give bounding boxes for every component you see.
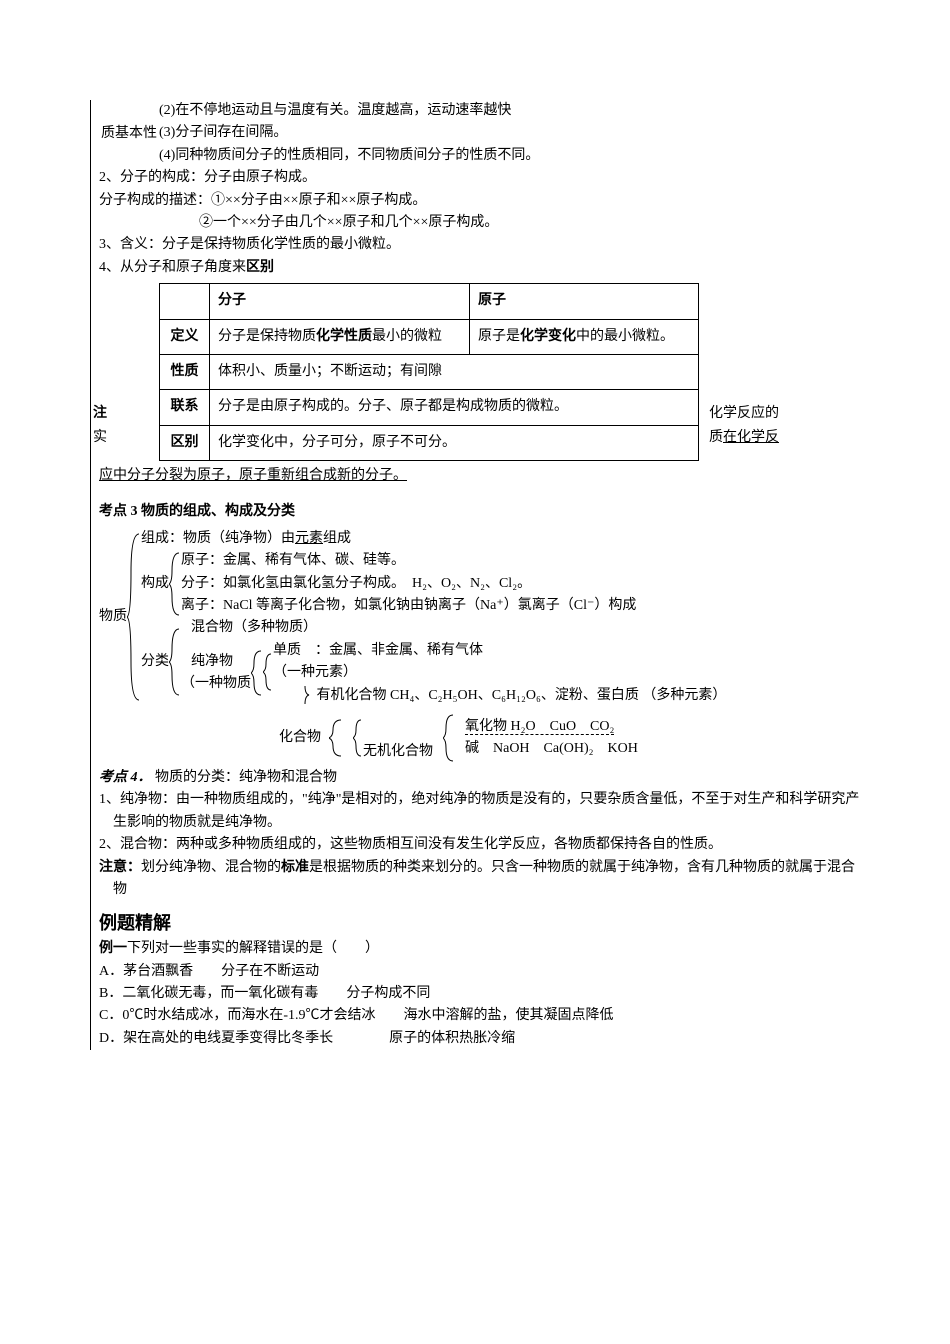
inorganic-branch: 无机化合物 氧化物 H₂O CuO CO₂ 碱 NaOH Ca(OH)₂ KOH [353, 713, 638, 763]
cell-def-molecule: 分子是保持物质化学性质最小的微粒 [210, 319, 470, 354]
row-label: 性质 [160, 354, 210, 389]
table-header-row: 分子 原子 [160, 284, 699, 319]
note-underline-2: 应中分子分裂为原子，原子重新组合成新的分子。 [99, 465, 860, 487]
table-side-notes: 注 实 化学反应的 质在化学反 [99, 403, 860, 465]
option-a: A．茅台酒飘香 分子在不断运动 [99, 961, 860, 983]
note-right-1: 化学反应的 [709, 403, 779, 425]
molecule-line: 分子：如氯化氢由氯化氢分子构成。 H₂、O₂、N₂、Cl₂。 [181, 573, 636, 595]
pure-items: 单质 ：金属、非金属、稀有气体 （一种元素） 有机化合物 CH₄、C₂H₅OH、… [263, 640, 726, 707]
oxide-line: 氧化物 H₂O CuO CO₂ [465, 716, 638, 738]
prop-4: (4)同种物质间分子的性质相同，不同物质间分子的性质不同。 [159, 145, 860, 167]
topic3-title: 考点 3 物质的组成、构成及分类 [99, 501, 860, 523]
pure-branch: 纯净物 （一种物质 单质 ：金属 [181, 640, 726, 707]
composition-line1: 2、分子的构成：分子由原子构成。 [99, 167, 860, 189]
distinguish-line: 4、从分子和原子角度来区别 [99, 257, 860, 279]
constitution-items: 原子：金属、稀有气体、碳、硅等。 分子：如氯化氢由氯化氢分子构成。 H₂、O₂、… [181, 550, 636, 617]
table-row: 定义 分子是保持物质化学性质最小的微粒 原子是化学变化中的最小微粒。 [160, 319, 699, 354]
element-branch: 单质 ：金属、非金属、稀有气体 （一种元素） [263, 640, 726, 685]
option-b: B．二氧化碳无毒，而一氧化碳有毒 分子构成不同 [99, 983, 860, 1005]
compound-label: 化合物 [279, 727, 321, 749]
brace-icon [353, 718, 363, 758]
topic4-title-line: 考点 4． 物质的分类：纯净物和混合物 [99, 767, 860, 789]
brace-icon [251, 649, 263, 697]
header-molecule: 分子 [210, 284, 470, 319]
base-line: 碱 NaOH Ca(OH)₂ KOH [465, 738, 638, 760]
ion-line: 离子：NaCl 等离子化合物，如氯化钠由钠离子（Na⁺）氯离子（Cl⁻）构成 [181, 595, 636, 617]
note-left-2: 实 [93, 427, 107, 449]
table-row: 性质 体积小、质量小；不断运动；有间隙 [160, 354, 699, 389]
matter-tree-content: 组成：物质（纯净物）由元素组成 构成 原子：金属、稀有气体、碳、硅等。 分子：如… [141, 528, 726, 707]
pure-label: 纯净物 （一种物质 [181, 651, 251, 696]
composition-line3: ②一个××分子由几个××原子和几个××原子构成。 [199, 212, 860, 234]
row-label: 定义 [160, 319, 210, 354]
note-left-1: 注 [93, 403, 107, 425]
brace-icon [329, 718, 343, 758]
brace-icon [169, 627, 181, 697]
topic4-p3: 注意：划分纯净物、混合物的标准是根据物质的种类来划分的。只含一种物质的就属于纯净… [113, 857, 860, 902]
header-empty [160, 284, 210, 319]
brace-icon [263, 652, 273, 692]
topic4-p1: 1、纯净物：由一种物质组成的，"纯净"是相对的，绝对纯净的物质是没有的，只要杂质… [113, 789, 860, 834]
mixture-line: 混合物（多种物质） [191, 617, 726, 639]
inorganic-items: 氧化物 H₂O CuO CO₂ 碱 NaOH Ca(OH)₂ KOH [465, 716, 638, 761]
brace-icon [169, 551, 181, 617]
properties-list: (2)在不停地运动且与温度有关。温度越高，运动速率越快 (3)分子间存在间隔。 … [159, 100, 860, 167]
brace-icon [443, 713, 455, 763]
element-line: 单质 ：金属、非金属、稀有气体 [273, 640, 483, 662]
compound-branch: 化合物 无机化合物 氧化物 H₂O CuO CO₂ 碱 NaOH Ca(OH)₂… [279, 713, 860, 763]
constitution-label: 构成 [141, 573, 169, 595]
element-note: （一种元素） [273, 662, 483, 684]
properties-block: 质基本性 (2)在不停地运动且与温度有关。温度越高，运动速率越快 (3)分子间存… [99, 100, 860, 167]
classification-items: 混合物（多种物质） 纯净物 （一种物质 [181, 617, 726, 707]
matter-tree: 物质 组成：物质（纯净物）由元素组成 构成 原子：金属、稀有气体、碳、硅等。 分… [99, 528, 860, 707]
brace-icon [303, 686, 313, 704]
brace-icon [127, 532, 141, 702]
classification-label: 分类 [141, 651, 169, 673]
organic-line: 有机化合物 CH₄、C₂H₅OH、C₆H₁₂O₆、淀粉、蛋白质 （多种元素） [303, 685, 726, 707]
inorganic-label: 无机化合物 [363, 741, 433, 763]
element-items: 单质 ：金属、非金属、稀有气体 （一种元素） [273, 640, 483, 685]
matter-label: 物质 [99, 606, 127, 628]
option-d: D．架在高处的电线夏季变得比冬季长 原子的体积热胀冷缩 [99, 1028, 860, 1050]
prop-2: (2)在不停地运动且与温度有关。温度越高，运动速率越快 [159, 100, 860, 122]
composition-line2: 分子构成的描述：①××分子由××原子和××原子构成。 [99, 190, 860, 212]
side-label: 质基本性 [99, 124, 159, 143]
tree-classification: 分类 混合物（多种物质） 纯净物 （一种物质 [141, 617, 726, 707]
note-right-2: 质在化学反 [709, 427, 779, 449]
tree-composition: 组成：物质（纯净物）由元素组成 [141, 528, 726, 550]
prop-3: (3)分子间存在间隔。 [159, 122, 860, 144]
option-c: C．0℃时水结成冰，而海水在-1.9℃才会结冰 海水中溶解的盐，使其凝固点降低 [99, 1005, 860, 1027]
tree-constitution: 构成 原子：金属、稀有气体、碳、硅等。 分子：如氯化氢由氯化氢分子构成。 H₂、… [141, 550, 726, 617]
cell-property: 体积小、质量小；不断运动；有间隙 [210, 354, 699, 389]
examples-title: 例题精解 [99, 909, 860, 938]
header-atom: 原子 [470, 284, 699, 319]
example-1: 例一下列对一些事实的解释错误的是（ ） [99, 938, 860, 960]
meaning-line: 3、含义：分子是保持物质化学性质的最小微粒。 [99, 234, 860, 256]
topic4-p2: 2、混合物：两种或多种物质组成的，这些物质相互间没有发生化学反应，各物质都保持各… [99, 834, 860, 856]
atom-line: 原子：金属、稀有气体、碳、硅等。 [181, 550, 636, 572]
document-content: 质基本性 (2)在不停地运动且与温度有关。温度越高，运动速率越快 (3)分子间存… [90, 100, 860, 1050]
cell-def-atom: 原子是化学变化中的最小微粒。 [470, 319, 699, 354]
